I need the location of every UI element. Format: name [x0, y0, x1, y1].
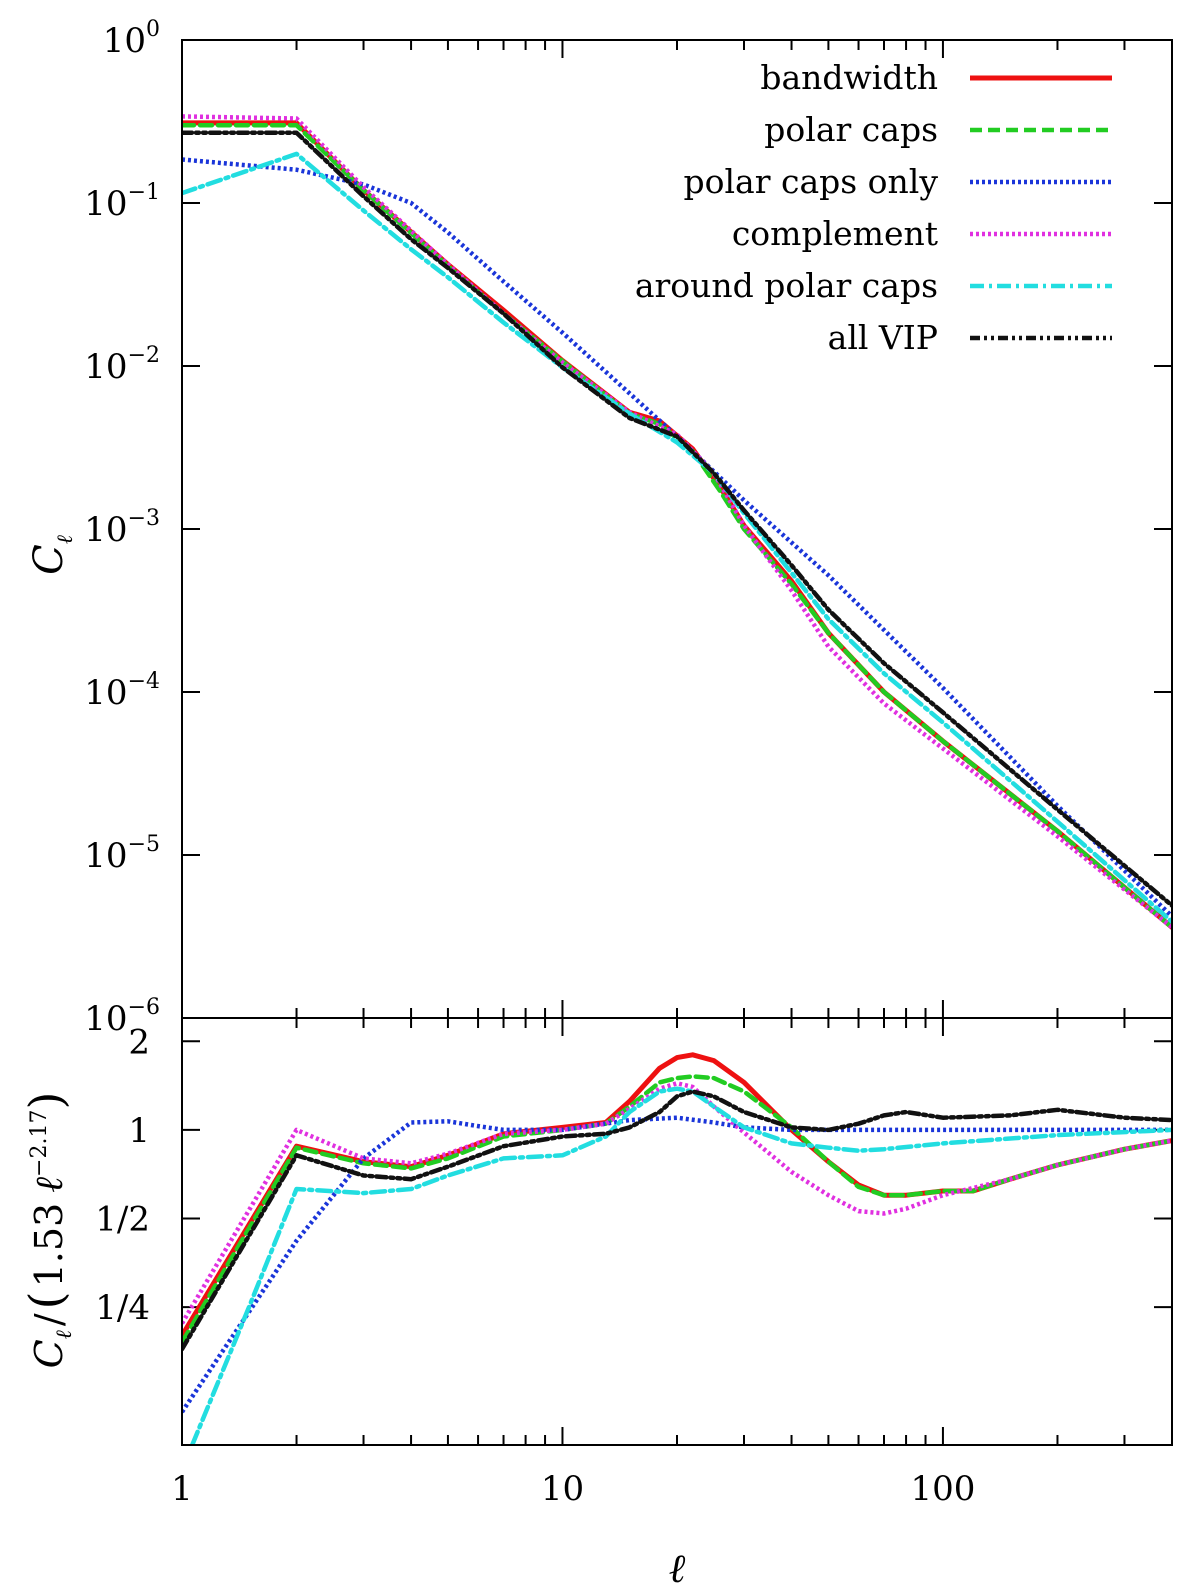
legend-label: polar caps only: [683, 162, 938, 201]
bottom-tick-labels: 2 1 1/2 1/4 1 10 100: [95, 1022, 975, 1509]
y-tick-label: 10−1: [84, 180, 160, 224]
series-line-polar-caps-only: [182, 1115, 1172, 1414]
legend-label: around polar caps: [635, 266, 938, 305]
bottom-plot-series: [182, 1052, 1172, 1445]
axis-ticks: [181, 39, 1173, 1445]
y-tick-label: 10−6: [84, 995, 160, 1039]
series-line-polar-caps: [182, 122, 1172, 930]
y-tick-label: 1/4: [95, 1288, 150, 1328]
y-tick-label: 10−2: [84, 343, 160, 387]
y-tick-label: 2: [128, 1022, 150, 1062]
x-tick-label: 1: [171, 1469, 193, 1509]
series-line-polar-caps: [182, 1074, 1172, 1345]
legend-label: complement: [732, 214, 938, 253]
y-tick-label: 10−5: [84, 832, 160, 876]
top-y-tick-labels: 100 10−1 10−2 10−3 10−4 10−5 10−6: [84, 17, 160, 1039]
legend-label: bandwidth: [760, 58, 938, 97]
x-tick-label: 10: [541, 1469, 584, 1509]
legend: bandwidth polar caps polar caps only comple…: [635, 58, 1112, 357]
series-line-complement: [182, 1081, 1172, 1325]
y-tick-label: 100: [103, 17, 160, 61]
y-tick-label: 1/2: [95, 1200, 150, 1240]
y-tick-label: 1: [128, 1111, 150, 1151]
bottom-plot-frame: [181, 1017, 1173, 1446]
series-line-around-polar-caps: [189, 1086, 1172, 1445]
y-tick-label: 10−3: [84, 506, 160, 550]
x-tick-label: 100: [910, 1469, 975, 1509]
series-line-polar-caps-only: [182, 157, 1172, 919]
legend-label: all VIP: [828, 318, 938, 357]
legend-label: polar caps: [764, 110, 938, 149]
series-line-all-vip: [182, 130, 1172, 908]
series-line-all-vip: [182, 1089, 1172, 1352]
y-tick-label: 10−4: [84, 669, 160, 713]
top-plot-series: [182, 114, 1172, 930]
top-y-axis-label: Cℓ: [26, 534, 78, 575]
top-plot-frame: [181, 39, 1173, 1019]
bottom-y-axis-label: Cℓ/(1.53ℓ−2.17): [19, 1092, 77, 1369]
x-axis-label: ℓ: [669, 1546, 686, 1590]
